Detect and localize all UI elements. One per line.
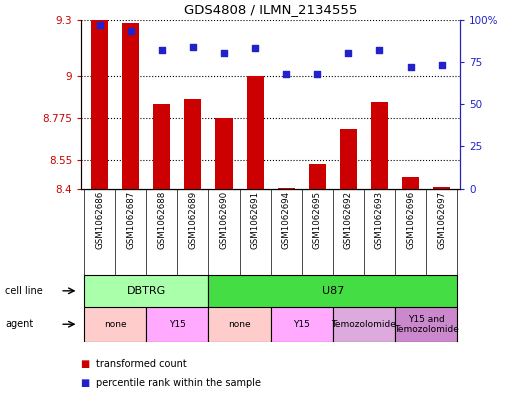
Bar <box>185 99 201 189</box>
Text: GSM1062695: GSM1062695 <box>313 191 322 250</box>
Text: GSM1062696: GSM1062696 <box>406 191 415 250</box>
Point <box>344 50 353 57</box>
Text: GSM1062692: GSM1062692 <box>344 191 353 250</box>
Point <box>158 47 166 53</box>
Bar <box>84 275 209 307</box>
Bar <box>209 307 271 342</box>
Text: U87: U87 <box>322 286 344 296</box>
Text: GSM1062688: GSM1062688 <box>157 191 166 250</box>
Text: none: none <box>104 320 127 329</box>
Text: GSM1062693: GSM1062693 <box>375 191 384 250</box>
Text: GSM1062687: GSM1062687 <box>126 191 135 250</box>
Bar <box>309 164 326 189</box>
Text: GSM1062689: GSM1062689 <box>188 191 198 250</box>
Bar <box>333 307 395 342</box>
Bar <box>84 307 146 342</box>
Point <box>313 71 322 77</box>
Text: Y15: Y15 <box>293 320 310 329</box>
Point <box>220 50 228 57</box>
Point <box>375 47 383 53</box>
Text: Y15 and
Temozolomide: Y15 and Temozolomide <box>394 314 459 334</box>
Bar <box>122 24 139 189</box>
Text: GSM1062694: GSM1062694 <box>282 191 291 250</box>
Point <box>96 22 104 28</box>
Text: GSM1062686: GSM1062686 <box>95 191 104 250</box>
Title: GDS4808 / ILMN_2134555: GDS4808 / ILMN_2134555 <box>184 3 357 16</box>
Bar <box>91 20 108 189</box>
Bar <box>209 275 457 307</box>
Point <box>127 28 135 35</box>
Bar <box>271 307 333 342</box>
Bar <box>371 102 388 189</box>
Bar <box>246 76 264 189</box>
Text: transformed count: transformed count <box>96 358 187 369</box>
Text: GSM1062691: GSM1062691 <box>251 191 259 250</box>
Text: Temozolomide: Temozolomide <box>332 320 396 329</box>
Bar <box>146 307 209 342</box>
Text: DBTRG: DBTRG <box>127 286 166 296</box>
Bar <box>433 187 450 189</box>
Point <box>189 44 197 50</box>
Text: agent: agent <box>5 319 33 329</box>
Text: ■: ■ <box>81 378 94 388</box>
Point <box>251 45 259 51</box>
Bar <box>395 307 457 342</box>
Text: cell line: cell line <box>5 286 43 296</box>
Text: ■: ■ <box>81 358 94 369</box>
Bar <box>402 177 419 189</box>
Text: GSM1062690: GSM1062690 <box>220 191 229 250</box>
Text: percentile rank within the sample: percentile rank within the sample <box>96 378 260 388</box>
Point <box>282 71 290 77</box>
Bar <box>278 188 295 189</box>
Text: GSM1062697: GSM1062697 <box>437 191 446 250</box>
Point <box>406 64 415 70</box>
Point <box>437 62 446 68</box>
Text: Y15: Y15 <box>169 320 186 329</box>
Bar <box>153 104 170 189</box>
Bar <box>340 129 357 189</box>
Bar <box>215 118 233 189</box>
Text: none: none <box>228 320 251 329</box>
